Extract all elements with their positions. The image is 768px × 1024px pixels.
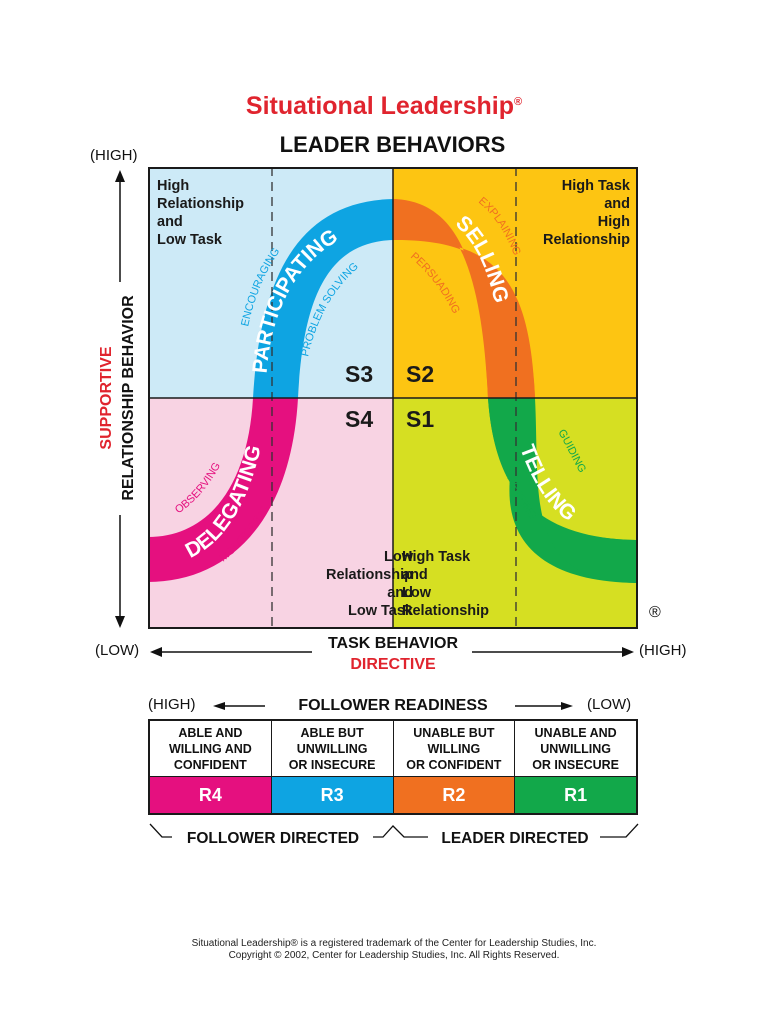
q2-line: High Task	[561, 178, 630, 194]
trademark-notice: Situational Leadership® is a registered …	[191, 938, 597, 949]
readiness-descriptions-row: ABLE AND WILLING AND CONFIDENT ABLE BUT …	[148, 719, 638, 777]
cell-line: ABLE AND	[178, 726, 243, 740]
x-axis-high-label: (HIGH)	[639, 642, 687, 659]
readiness-high-label: (HIGH)	[148, 696, 196, 713]
q4-line: Low	[384, 549, 413, 565]
diagram-title: Situational Leadership®	[0, 92, 768, 121]
q2-line: High	[597, 214, 630, 230]
s2-label: S2	[406, 361, 435, 387]
quadrant-graphic: PARTICIPATING ENCOURAGING PROBLEM SOLVIN…	[148, 167, 638, 629]
cell-line: OR CONFIDENT	[406, 758, 502, 772]
cell-line: UNABLE BUT	[413, 726, 495, 740]
registered-mark: ®	[514, 96, 523, 108]
readiness-low-label: (LOW)	[587, 696, 632, 713]
s4-label: S4	[345, 406, 374, 432]
q1-line: Low	[402, 585, 431, 601]
cell-line: WILLING AND	[168, 742, 252, 756]
follower-readiness-title: FOLLOWER READINESS	[298, 697, 488, 714]
q3-line: Low Task	[157, 232, 222, 248]
readiness-codes-row: R4 R3 R2 R1	[148, 777, 638, 815]
y-axis-arrow	[115, 170, 125, 628]
x-axis-title: TASK BEHAVIOR	[327, 635, 459, 652]
leader-behaviors-heading: LEADER BEHAVIORS	[279, 132, 506, 157]
readiness-cell-r2: UNABLE BUT WILLING OR CONFIDENT	[394, 721, 516, 776]
q1-line: High Task	[402, 549, 471, 565]
copyright-notice: Copyright © 2002, Center for Leadership …	[228, 950, 560, 961]
q2-description: High Task and High Relationship	[543, 177, 630, 249]
title-text: Situational Leadership	[245, 92, 514, 120]
supportive-label: SUPPORTIVE	[98, 346, 115, 450]
s1-label: S1	[406, 406, 435, 432]
cell-line: UNWILLING	[540, 742, 612, 756]
leadership-quadrant-chart: PARTICIPATING ENCOURAGING PROBLEM SOLVIN…	[148, 167, 638, 629]
q3-line: High	[157, 178, 190, 194]
r3-badge: R3	[271, 777, 394, 813]
q1-line: and	[402, 567, 428, 583]
cell-line: OR INSECURE	[532, 758, 620, 772]
cell-line: UNABLE AND	[534, 726, 617, 740]
q1-description: High Task and Low Relationship	[402, 548, 489, 620]
cell-line: OR INSECURE	[288, 758, 376, 772]
registered-trademark-symbol: ®	[649, 604, 661, 621]
readiness-cell-r3: ABLE BUT UNWILLING OR INSECURE	[272, 721, 394, 776]
q3-line: and	[157, 214, 183, 230]
cell-line: CONFIDENT	[173, 758, 247, 772]
x-axis-arrow	[150, 647, 634, 657]
cell-line: UNWILLING	[296, 742, 368, 756]
cell-line: WILLING	[427, 742, 481, 756]
r1-badge: R1	[515, 777, 636, 813]
q4-line: and	[387, 585, 413, 601]
r2-badge: R2	[393, 777, 516, 813]
q4-description: Low Relationship and Low Task	[286, 548, 413, 620]
readiness-arrow	[213, 702, 573, 710]
q3-description: High Relationship and Low Task	[157, 177, 244, 249]
q4-line: Relationship	[325, 567, 413, 583]
copyright-footer: Situational Leadership® is a registered …	[0, 938, 768, 962]
y-axis-high-label: (HIGH)	[90, 147, 138, 164]
q3-line: Relationship	[157, 196, 245, 212]
directive-label: DIRECTIVE	[350, 656, 436, 673]
q1-line: Relationship	[402, 603, 490, 619]
follower-directed-label: FOLLOWER DIRECTED	[186, 830, 360, 847]
r4-badge: R4	[150, 777, 272, 813]
relationship-behavior-label: RELATIONSHIP BEHAVIOR	[120, 295, 137, 501]
q2-line: Relationship	[542, 232, 630, 248]
q4-line: Low Task	[348, 603, 413, 619]
directed-brackets	[149, 823, 639, 838]
q2-line: and	[604, 196, 630, 212]
leader-directed-label: LEADER DIRECTED	[441, 830, 589, 847]
cell-line: ABLE BUT	[300, 726, 364, 740]
x-axis-low-label: (LOW)	[95, 642, 140, 659]
readiness-table: ABLE AND WILLING AND CONFIDENT ABLE BUT …	[148, 719, 638, 815]
s3-label: S3	[345, 361, 374, 387]
readiness-cell-r4: ABLE AND WILLING AND CONFIDENT	[150, 721, 272, 776]
readiness-cell-r1: UNABLE AND UNWILLING OR INSECURE	[515, 721, 636, 776]
